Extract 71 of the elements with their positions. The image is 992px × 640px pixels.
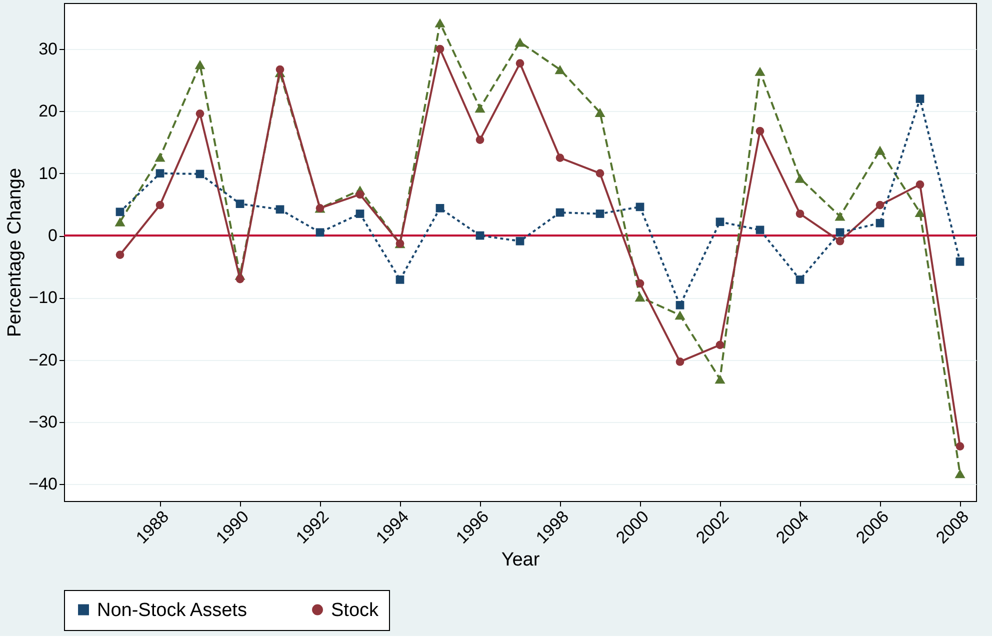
point [836,228,844,237]
point [436,204,444,212]
point [834,212,846,221]
point [596,210,604,218]
point [316,228,324,237]
point [916,180,924,189]
legend-label: Stock [331,600,380,621]
point [196,109,204,118]
point [754,66,766,76]
point [916,94,924,103]
point [676,300,684,310]
point [156,200,164,210]
point [154,152,166,162]
y-tick-label: 30 [38,40,58,59]
point [796,275,804,284]
point [514,38,526,47]
legend-label: Non-Stock Assets [97,600,247,621]
point [796,210,804,218]
point [116,208,124,216]
point [874,146,886,155]
point [674,310,686,320]
point [914,208,926,218]
point [714,374,726,384]
point [356,190,364,199]
point [516,59,524,68]
point [756,126,764,136]
y-tick-label: 20 [38,102,58,121]
y-tick-label: −30 [28,412,58,432]
point [276,65,284,74]
point [594,108,606,117]
point [396,275,404,284]
point [836,236,844,246]
point [876,200,884,210]
point [556,208,564,217]
point [716,340,724,350]
point [794,174,806,183]
point [954,469,966,478]
x-axis-title: Year [501,550,540,571]
point [956,257,964,266]
point [236,200,244,208]
point [756,226,764,234]
point [434,18,446,28]
point [556,154,564,162]
y-tick-label: −20 [28,350,58,370]
point [236,274,244,284]
point [516,236,524,246]
point [356,210,364,218]
point [596,169,604,178]
y-tick-label: −10 [28,288,58,308]
point [436,44,444,54]
point [634,292,646,302]
point [196,170,204,178]
point [716,218,724,226]
y-tick-label: −40 [28,474,58,494]
point [476,231,484,240]
point [956,442,964,450]
point [636,202,644,212]
point [114,217,126,226]
point [116,250,124,259]
point [156,169,164,178]
point [876,218,884,228]
point [554,64,566,74]
point [194,60,206,70]
y-tick-label: 0 [48,226,58,246]
point [476,136,484,144]
y-axis-title: Percentage Change [4,168,26,338]
point [474,104,486,113]
point [676,358,684,366]
y-tick-label: 10 [38,164,58,183]
point [276,205,284,214]
point [636,279,644,288]
